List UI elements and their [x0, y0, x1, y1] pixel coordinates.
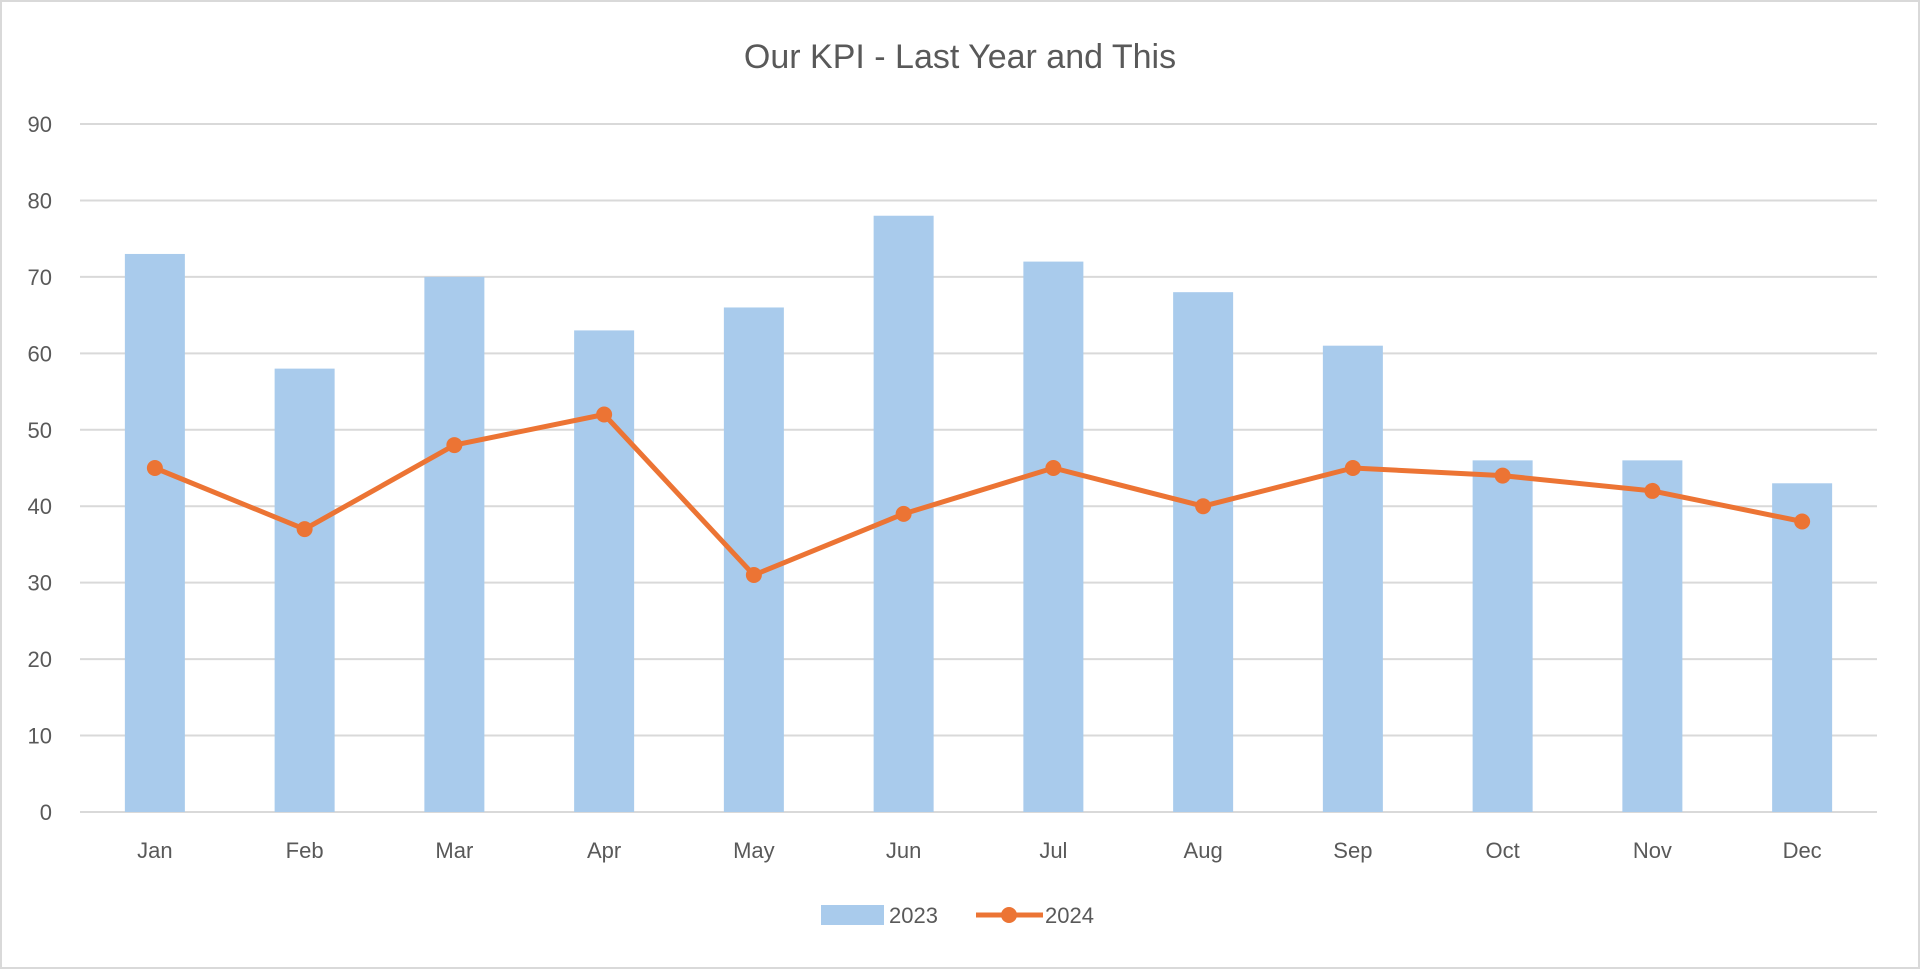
point-2024-mar[interactable]: [446, 437, 463, 454]
bars-2023: [124, 215, 1833, 813]
x-tick-label: Mar: [435, 838, 473, 863]
legend-label-2024[interactable]: 2024: [1045, 903, 1094, 928]
x-tick-label: Nov: [1633, 838, 1672, 863]
line-path-2024: [153, 411, 1803, 578]
x-tick-label: Sep: [1333, 838, 1372, 863]
y-tick-label: 0: [40, 800, 52, 825]
y-tick-label: 60: [28, 341, 52, 366]
y-tick-label: 30: [28, 571, 52, 596]
bar-2023-aug[interactable]: [1173, 292, 1234, 813]
point-2024-jul[interactable]: [1045, 460, 1062, 476]
legend-label-2023[interactable]: 2023: [889, 903, 938, 928]
legend[interactable]: 2023 2024: [821, 903, 1094, 928]
y-tick-label: 70: [28, 265, 52, 290]
x-tick-label: May: [733, 838, 775, 863]
x-tick-label: Jun: [886, 838, 921, 863]
bar-2023-dec[interactable]: [1772, 483, 1833, 812]
legend-marker-2024: [1001, 907, 1017, 923]
bar-2023-nov[interactable]: [1622, 460, 1683, 812]
chart-title: Our KPI - Last Year and This: [744, 38, 1176, 76]
point-2024-jun[interactable]: [895, 505, 912, 522]
x-tick-label: Jan: [137, 838, 172, 863]
bar-2023-apr[interactable]: [574, 330, 635, 812]
bar-2023-oct[interactable]: [1472, 460, 1533, 812]
point-2024-oct[interactable]: [1494, 467, 1511, 484]
point-2024-aug[interactable]: [1195, 498, 1212, 515]
bar-2023-may[interactable]: [723, 307, 784, 812]
point-2024-feb[interactable]: [296, 521, 313, 538]
bar-2023-jul[interactable]: [1023, 261, 1084, 813]
x-tick-label: Apr: [587, 838, 621, 863]
x-tick-label: Dec: [1783, 838, 1822, 863]
point-2024-may[interactable]: [745, 567, 762, 584]
gridlines: [80, 123, 1877, 813]
bar-2023-jan[interactable]: [124, 253, 185, 812]
legend-swatch-2023: [821, 905, 884, 925]
x-tick-label: Feb: [286, 838, 324, 863]
point-2024-dec[interactable]: [1794, 513, 1811, 530]
y-tick-label: 40: [28, 494, 52, 519]
point-2024-apr[interactable]: [596, 406, 613, 423]
y-axis-ticks: 0 10 20 30 40 50 60 70 80 90: [28, 112, 52, 825]
x-tick-label: Oct: [1486, 838, 1520, 863]
y-tick-label: 10: [28, 724, 52, 749]
bar-2023-feb[interactable]: [274, 368, 335, 812]
bar-2023-sep[interactable]: [1322, 345, 1383, 812]
line-2024: [146, 406, 1811, 584]
bar-2023-mar[interactable]: [424, 276, 485, 812]
point-2024-nov[interactable]: [1644, 482, 1661, 499]
x-axis-ticks: Jan Feb Mar Apr May Jun Jul Aug Sep Oct Nov Dec: [137, 838, 1822, 863]
y-tick-label: 80: [28, 188, 52, 213]
x-tick-label: Jul: [1039, 838, 1067, 863]
y-tick-label: 90: [28, 112, 52, 137]
y-tick-label: 20: [28, 647, 52, 672]
x-tick-label: Aug: [1184, 838, 1223, 863]
point-2024-jan[interactable]: [146, 460, 163, 476]
point-2024-sep[interactable]: [1344, 460, 1361, 476]
y-tick-label: 50: [28, 418, 52, 443]
